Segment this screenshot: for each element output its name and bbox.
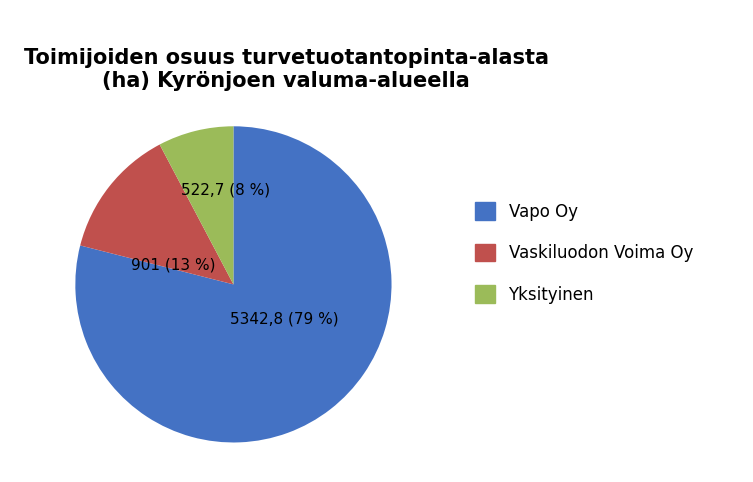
- Text: 5342,8 (79 %): 5342,8 (79 %): [230, 312, 338, 327]
- Wedge shape: [81, 145, 233, 284]
- Text: Toimijoiden osuus turvetuotantopinta-alasta
(ha) Kyrönjoen valuma-alueella: Toimijoiden osuus turvetuotantopinta-ala…: [23, 48, 549, 92]
- Text: 901 (13 %): 901 (13 %): [131, 258, 215, 273]
- Wedge shape: [160, 126, 233, 284]
- Legend: Vapo Oy, Vaskiluodon Voima Oy, Yksityinen: Vapo Oy, Vaskiluodon Voima Oy, Yksityine…: [475, 202, 693, 304]
- Wedge shape: [75, 126, 392, 442]
- Text: 522,7 (8 %): 522,7 (8 %): [181, 182, 270, 197]
